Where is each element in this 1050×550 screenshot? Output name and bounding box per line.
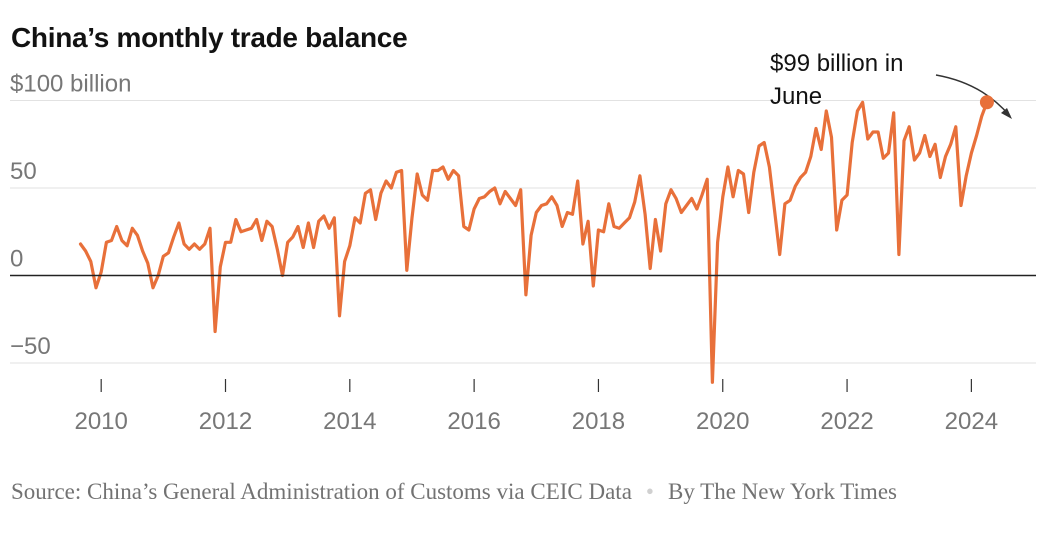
chart-title: China’s monthly trade balance (11, 22, 408, 53)
x-tick-label: 2010 (74, 408, 127, 435)
y-tick-label: $100 billion (10, 71, 131, 98)
x-tick-label: 2020 (696, 408, 749, 435)
annotation: $99 billion in June (770, 50, 1012, 119)
series-line (78, 100, 989, 384)
y-tick-label: −50 (10, 333, 51, 360)
source-text: Source: China’s General Administration o… (11, 479, 632, 504)
y-axis-tick-labels: $100 billion 50 0 −50 (10, 71, 131, 361)
x-tick-label: 2016 (447, 408, 500, 435)
source-note: Source: China’s General Administration o… (11, 476, 1041, 508)
annotation-arrow (935, 74, 1011, 117)
x-tick-label: 2014 (323, 408, 376, 435)
y-tick-label: 50 (10, 158, 37, 185)
credit-text: By The New York Times (667, 479, 897, 504)
x-tick-label: 2018 (572, 408, 625, 435)
annotation-label-line-2: June (770, 83, 822, 110)
y-tick-label: 0 (10, 246, 23, 273)
x-axis-ticks: 2010 2012 2014 2016 2018 2020 2022 2024 (74, 379, 998, 435)
annotation-arrowhead (1001, 108, 1012, 119)
highlight-point (979, 95, 994, 110)
grid-lines (10, 100, 1036, 364)
x-tick-label: 2024 (945, 408, 998, 435)
annotation-label-line-1: $99 billion in (770, 50, 903, 77)
separator-dot: • (645, 479, 654, 504)
x-tick-label: 2012 (199, 408, 252, 435)
x-tick-label: 2022 (820, 408, 873, 435)
